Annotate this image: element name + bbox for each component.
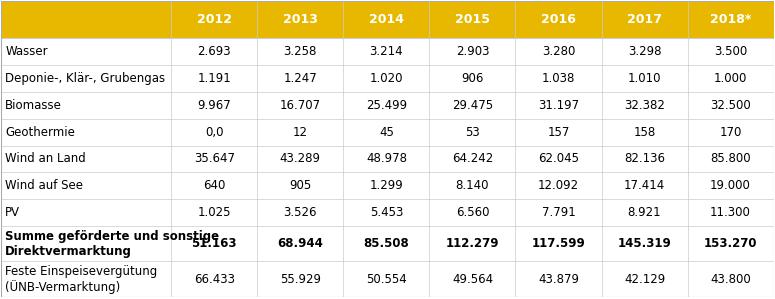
Text: Wind an Land: Wind an Land bbox=[5, 152, 86, 165]
Text: 43.289: 43.289 bbox=[280, 152, 321, 165]
Text: Deponie-, Klär-, Grubengas: Deponie-, Klär-, Grubengas bbox=[5, 72, 165, 85]
Text: Geothermie: Geothermie bbox=[5, 126, 75, 139]
Text: 3.258: 3.258 bbox=[284, 45, 317, 58]
Text: 153.270: 153.270 bbox=[704, 237, 757, 250]
Text: 905: 905 bbox=[289, 179, 312, 192]
Text: 6.560: 6.560 bbox=[456, 206, 489, 219]
Text: 19.000: 19.000 bbox=[710, 179, 751, 192]
Text: 43.879: 43.879 bbox=[538, 273, 579, 286]
Text: 16.707: 16.707 bbox=[280, 99, 321, 112]
Bar bbox=[2, 146, 773, 172]
Text: 9.967: 9.967 bbox=[198, 99, 231, 112]
Bar bbox=[2, 261, 773, 297]
Text: Wind auf See: Wind auf See bbox=[5, 179, 83, 192]
Text: PV: PV bbox=[5, 206, 20, 219]
Text: 158: 158 bbox=[633, 126, 656, 139]
Text: Biomasse: Biomasse bbox=[5, 99, 62, 112]
Text: 117.599: 117.599 bbox=[532, 237, 585, 250]
Text: 1.025: 1.025 bbox=[198, 206, 231, 219]
Text: 11.300: 11.300 bbox=[710, 206, 751, 219]
Text: 2015: 2015 bbox=[455, 13, 490, 26]
Text: 3.280: 3.280 bbox=[542, 45, 575, 58]
Bar bbox=[2, 172, 773, 199]
Bar bbox=[2, 92, 773, 119]
Text: 1.020: 1.020 bbox=[370, 72, 403, 85]
Text: 1.000: 1.000 bbox=[714, 72, 747, 85]
Text: 49.564: 49.564 bbox=[452, 273, 493, 286]
Text: 45: 45 bbox=[379, 126, 394, 139]
Text: 1.038: 1.038 bbox=[542, 72, 575, 85]
Text: 3.500: 3.500 bbox=[714, 45, 747, 58]
Text: 2.693: 2.693 bbox=[198, 45, 231, 58]
Bar bbox=[2, 226, 773, 261]
Text: 12: 12 bbox=[293, 126, 308, 139]
Text: 157: 157 bbox=[547, 126, 570, 139]
Text: 2.903: 2.903 bbox=[456, 45, 489, 58]
Text: 31.197: 31.197 bbox=[538, 99, 579, 112]
Text: 5.453: 5.453 bbox=[370, 206, 403, 219]
Text: 2014: 2014 bbox=[369, 13, 404, 26]
Text: 64.242: 64.242 bbox=[452, 152, 493, 165]
Text: 35.647: 35.647 bbox=[194, 152, 235, 165]
Text: 53: 53 bbox=[465, 126, 480, 139]
Text: 48.978: 48.978 bbox=[366, 152, 407, 165]
Text: 2016: 2016 bbox=[541, 13, 576, 26]
Text: Summe geförderte und sonstige
Direktvermarktung: Summe geförderte und sonstige Direktverm… bbox=[5, 230, 219, 258]
Bar bbox=[2, 1, 773, 39]
Text: 906: 906 bbox=[461, 72, 484, 85]
Text: 51.163: 51.163 bbox=[191, 237, 237, 250]
Text: 112.279: 112.279 bbox=[446, 237, 499, 250]
Text: 25.499: 25.499 bbox=[366, 99, 407, 112]
Text: 43.800: 43.800 bbox=[710, 273, 751, 286]
Bar bbox=[2, 199, 773, 226]
Text: 66.433: 66.433 bbox=[194, 273, 235, 286]
Text: 7.791: 7.791 bbox=[542, 206, 575, 219]
Text: 55.929: 55.929 bbox=[280, 273, 321, 286]
Text: 1.247: 1.247 bbox=[284, 72, 317, 85]
Text: 62.045: 62.045 bbox=[538, 152, 579, 165]
Text: 8.921: 8.921 bbox=[628, 206, 661, 219]
Text: 3.526: 3.526 bbox=[284, 206, 317, 219]
Bar bbox=[2, 119, 773, 146]
Bar bbox=[2, 39, 773, 65]
Text: 3.214: 3.214 bbox=[370, 45, 403, 58]
Text: 2012: 2012 bbox=[197, 13, 232, 26]
Text: 85.508: 85.508 bbox=[363, 237, 409, 250]
Text: 82.136: 82.136 bbox=[624, 152, 665, 165]
Text: 42.129: 42.129 bbox=[624, 273, 665, 286]
Text: 640: 640 bbox=[203, 179, 226, 192]
Text: 145.319: 145.319 bbox=[618, 237, 671, 250]
Text: 2013: 2013 bbox=[283, 13, 318, 26]
Text: 1.299: 1.299 bbox=[370, 179, 403, 192]
Text: 68.944: 68.944 bbox=[277, 237, 323, 250]
Bar bbox=[2, 65, 773, 92]
Text: 0,0: 0,0 bbox=[205, 126, 223, 139]
Text: 1.191: 1.191 bbox=[198, 72, 231, 85]
Text: 2017: 2017 bbox=[627, 13, 662, 26]
Text: 8.140: 8.140 bbox=[456, 179, 489, 192]
Text: 12.092: 12.092 bbox=[538, 179, 579, 192]
Text: Feste Einspeisevergütung
(ÜNB-Vermarktung): Feste Einspeisevergütung (ÜNB-Vermarktun… bbox=[5, 265, 157, 294]
Text: 85.800: 85.800 bbox=[710, 152, 751, 165]
Text: 50.554: 50.554 bbox=[366, 273, 407, 286]
Text: 32.382: 32.382 bbox=[624, 99, 665, 112]
Text: 29.475: 29.475 bbox=[452, 99, 493, 112]
Text: 17.414: 17.414 bbox=[624, 179, 665, 192]
Text: 2018*: 2018* bbox=[710, 13, 751, 26]
Text: 170: 170 bbox=[719, 126, 742, 139]
Text: 32.500: 32.500 bbox=[710, 99, 751, 112]
Text: Wasser: Wasser bbox=[5, 45, 48, 58]
Text: 1.010: 1.010 bbox=[628, 72, 661, 85]
Text: 3.298: 3.298 bbox=[628, 45, 661, 58]
